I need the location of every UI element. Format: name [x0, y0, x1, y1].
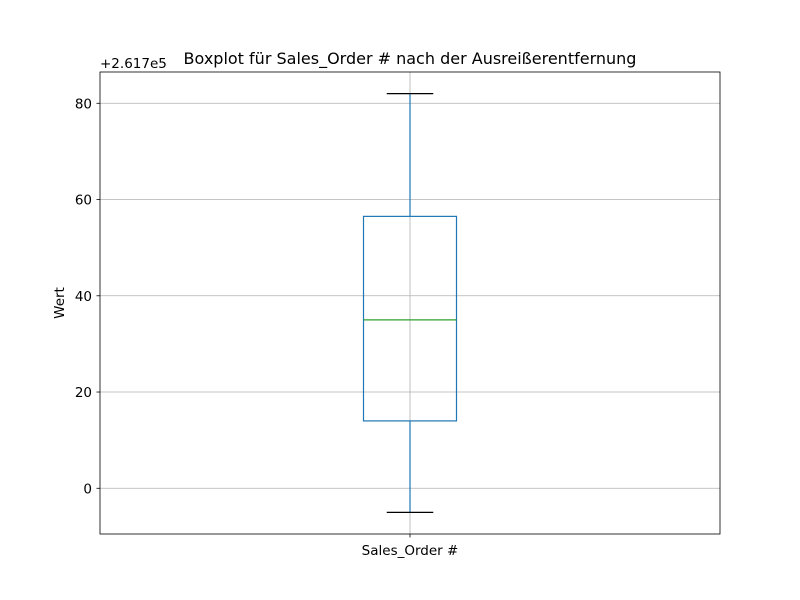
y-tick-label: 80: [75, 96, 92, 112]
x-tick-label: Sales_Order #: [362, 543, 459, 559]
axes: 0 20 40 60 80 Sales_Order #: [75, 71, 721, 559]
y-offset-label: +2.617e5: [100, 56, 167, 72]
y-tick-label: 20: [75, 385, 92, 401]
plot-area: [362, 93, 458, 513]
y-tick-label: 40: [75, 289, 92, 305]
y-tick-label: 60: [75, 193, 92, 209]
y-tick-label: 0: [83, 481, 92, 497]
chart-title: Boxplot für Sales_Order # nach der Ausre…: [184, 49, 637, 69]
axes-frame: [99, 71, 721, 535]
box-iqr: [362, 215, 458, 422]
y-axis-label: Wert: [52, 287, 68, 319]
